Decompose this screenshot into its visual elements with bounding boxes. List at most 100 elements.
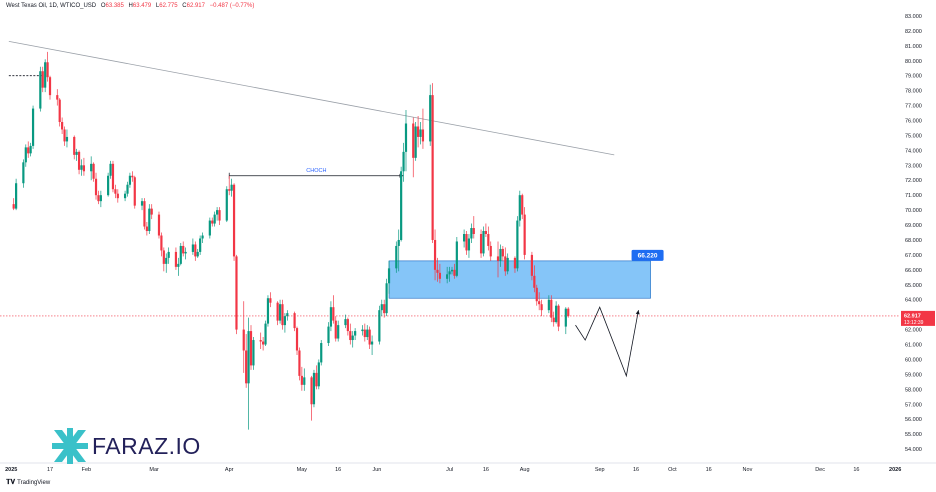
candle-body <box>194 244 197 257</box>
candle-body <box>27 147 30 154</box>
candle <box>465 231 468 255</box>
candle-body <box>123 193 127 199</box>
candle <box>533 265 536 293</box>
zone-price-tag[interactable]: 66.220 <box>631 249 664 261</box>
candle-body <box>547 299 550 311</box>
time-tick-label: Mar <box>149 467 159 473</box>
candle-body <box>397 239 400 246</box>
candle <box>247 317 250 430</box>
candle <box>27 141 30 158</box>
candle-body <box>535 287 538 302</box>
candle <box>315 365 318 390</box>
candle-body <box>557 305 560 327</box>
candle-body <box>116 193 119 199</box>
candle <box>470 223 473 243</box>
candle-body <box>245 350 248 384</box>
candle-body <box>218 210 221 221</box>
candle <box>416 116 420 148</box>
candle-body <box>232 184 236 257</box>
candle <box>196 248 199 258</box>
candle-body <box>201 235 204 239</box>
candle <box>157 211 161 239</box>
price-tick-label: 73.000 <box>905 163 922 169</box>
candle-body <box>378 310 381 342</box>
candle <box>128 172 132 188</box>
candle <box>90 156 93 181</box>
candle-body <box>24 147 27 163</box>
candle <box>523 207 526 260</box>
candle <box>75 148 78 161</box>
candle <box>354 328 357 341</box>
candle-body <box>487 234 490 246</box>
candle-body <box>298 350 301 376</box>
candle-body <box>247 331 250 384</box>
time-axis[interactable]: 2025 17 Feb Mar Apr May 16 Jun Jul 16 Aug Sep 16 Oct 1… <box>5 467 901 473</box>
candle <box>421 108 425 149</box>
candle-body <box>337 325 340 339</box>
candle-body <box>334 320 337 339</box>
candle-body <box>351 335 354 341</box>
price-tick-label: 66.000 <box>905 268 922 274</box>
candle <box>404 110 408 172</box>
symbol-title[interactable]: West Texas Oil, 1D, WTICO_USD <box>6 3 97 9</box>
candle <box>143 198 146 230</box>
candle-body <box>489 245 492 257</box>
price-axis[interactable]: 54.000 55.000 56.000 57.000 58.000 59.000 60.0… <box>905 14 922 453</box>
candle-body <box>148 208 151 232</box>
tradingview-footer[interactable]: 𝐓𝐕 TradingView <box>6 479 50 487</box>
time-tick-label: Oct <box>668 467 677 473</box>
candle <box>513 256 517 273</box>
candle <box>293 311 296 332</box>
price-tick-label: 62.000 <box>905 328 922 334</box>
time-tick-label: 16 <box>483 467 489 473</box>
candle-body <box>380 304 383 311</box>
candle <box>320 340 323 366</box>
candle <box>278 299 282 324</box>
candle-body <box>259 340 262 342</box>
candle-body <box>354 331 357 336</box>
candle <box>366 325 369 341</box>
time-tick-label: May <box>297 467 308 473</box>
candle-body <box>157 214 161 236</box>
price-tick-label: 61.000 <box>905 343 922 349</box>
candle <box>499 244 502 267</box>
candle <box>24 144 27 167</box>
candle <box>448 266 451 282</box>
supply-zone-box[interactable] <box>388 260 651 299</box>
price-tick-label: 75.000 <box>905 133 922 139</box>
zone-price-tag-text: 66.220 <box>638 253 658 260</box>
candle <box>555 301 558 324</box>
last-price-tag[interactable]: 62.917 13:12:39 <box>901 310 935 326</box>
candle-body <box>75 151 78 155</box>
candle-body <box>48 77 52 96</box>
candle <box>482 226 485 257</box>
candle-body <box>463 234 466 242</box>
candle <box>245 334 248 388</box>
candle <box>211 217 214 227</box>
candle <box>179 242 182 266</box>
close-label: C <box>182 3 187 9</box>
candle-body <box>300 375 303 385</box>
descending-trendline[interactable] <box>8 40 615 156</box>
time-tick-label: Sep <box>595 467 605 473</box>
price-tick-label: 71.000 <box>905 193 922 199</box>
candle <box>182 241 185 257</box>
projected-path[interactable] <box>575 306 639 378</box>
price-tick-label: 58.000 <box>905 387 922 393</box>
candle-body <box>419 129 422 137</box>
choch-marker[interactable]: CHOCH <box>228 168 404 179</box>
candle <box>31 105 35 149</box>
candle-body <box>283 316 287 326</box>
candle-body <box>281 304 284 326</box>
candle <box>429 84 432 146</box>
candle <box>344 314 347 329</box>
low-value: 62.775 <box>159 3 178 9</box>
candle <box>298 347 301 381</box>
candle <box>123 190 127 202</box>
candle-body <box>496 256 500 261</box>
time-tick-label: 16 <box>633 467 639 473</box>
candle-body <box>94 178 98 196</box>
candle-body <box>533 275 536 288</box>
candle-body <box>479 234 483 254</box>
